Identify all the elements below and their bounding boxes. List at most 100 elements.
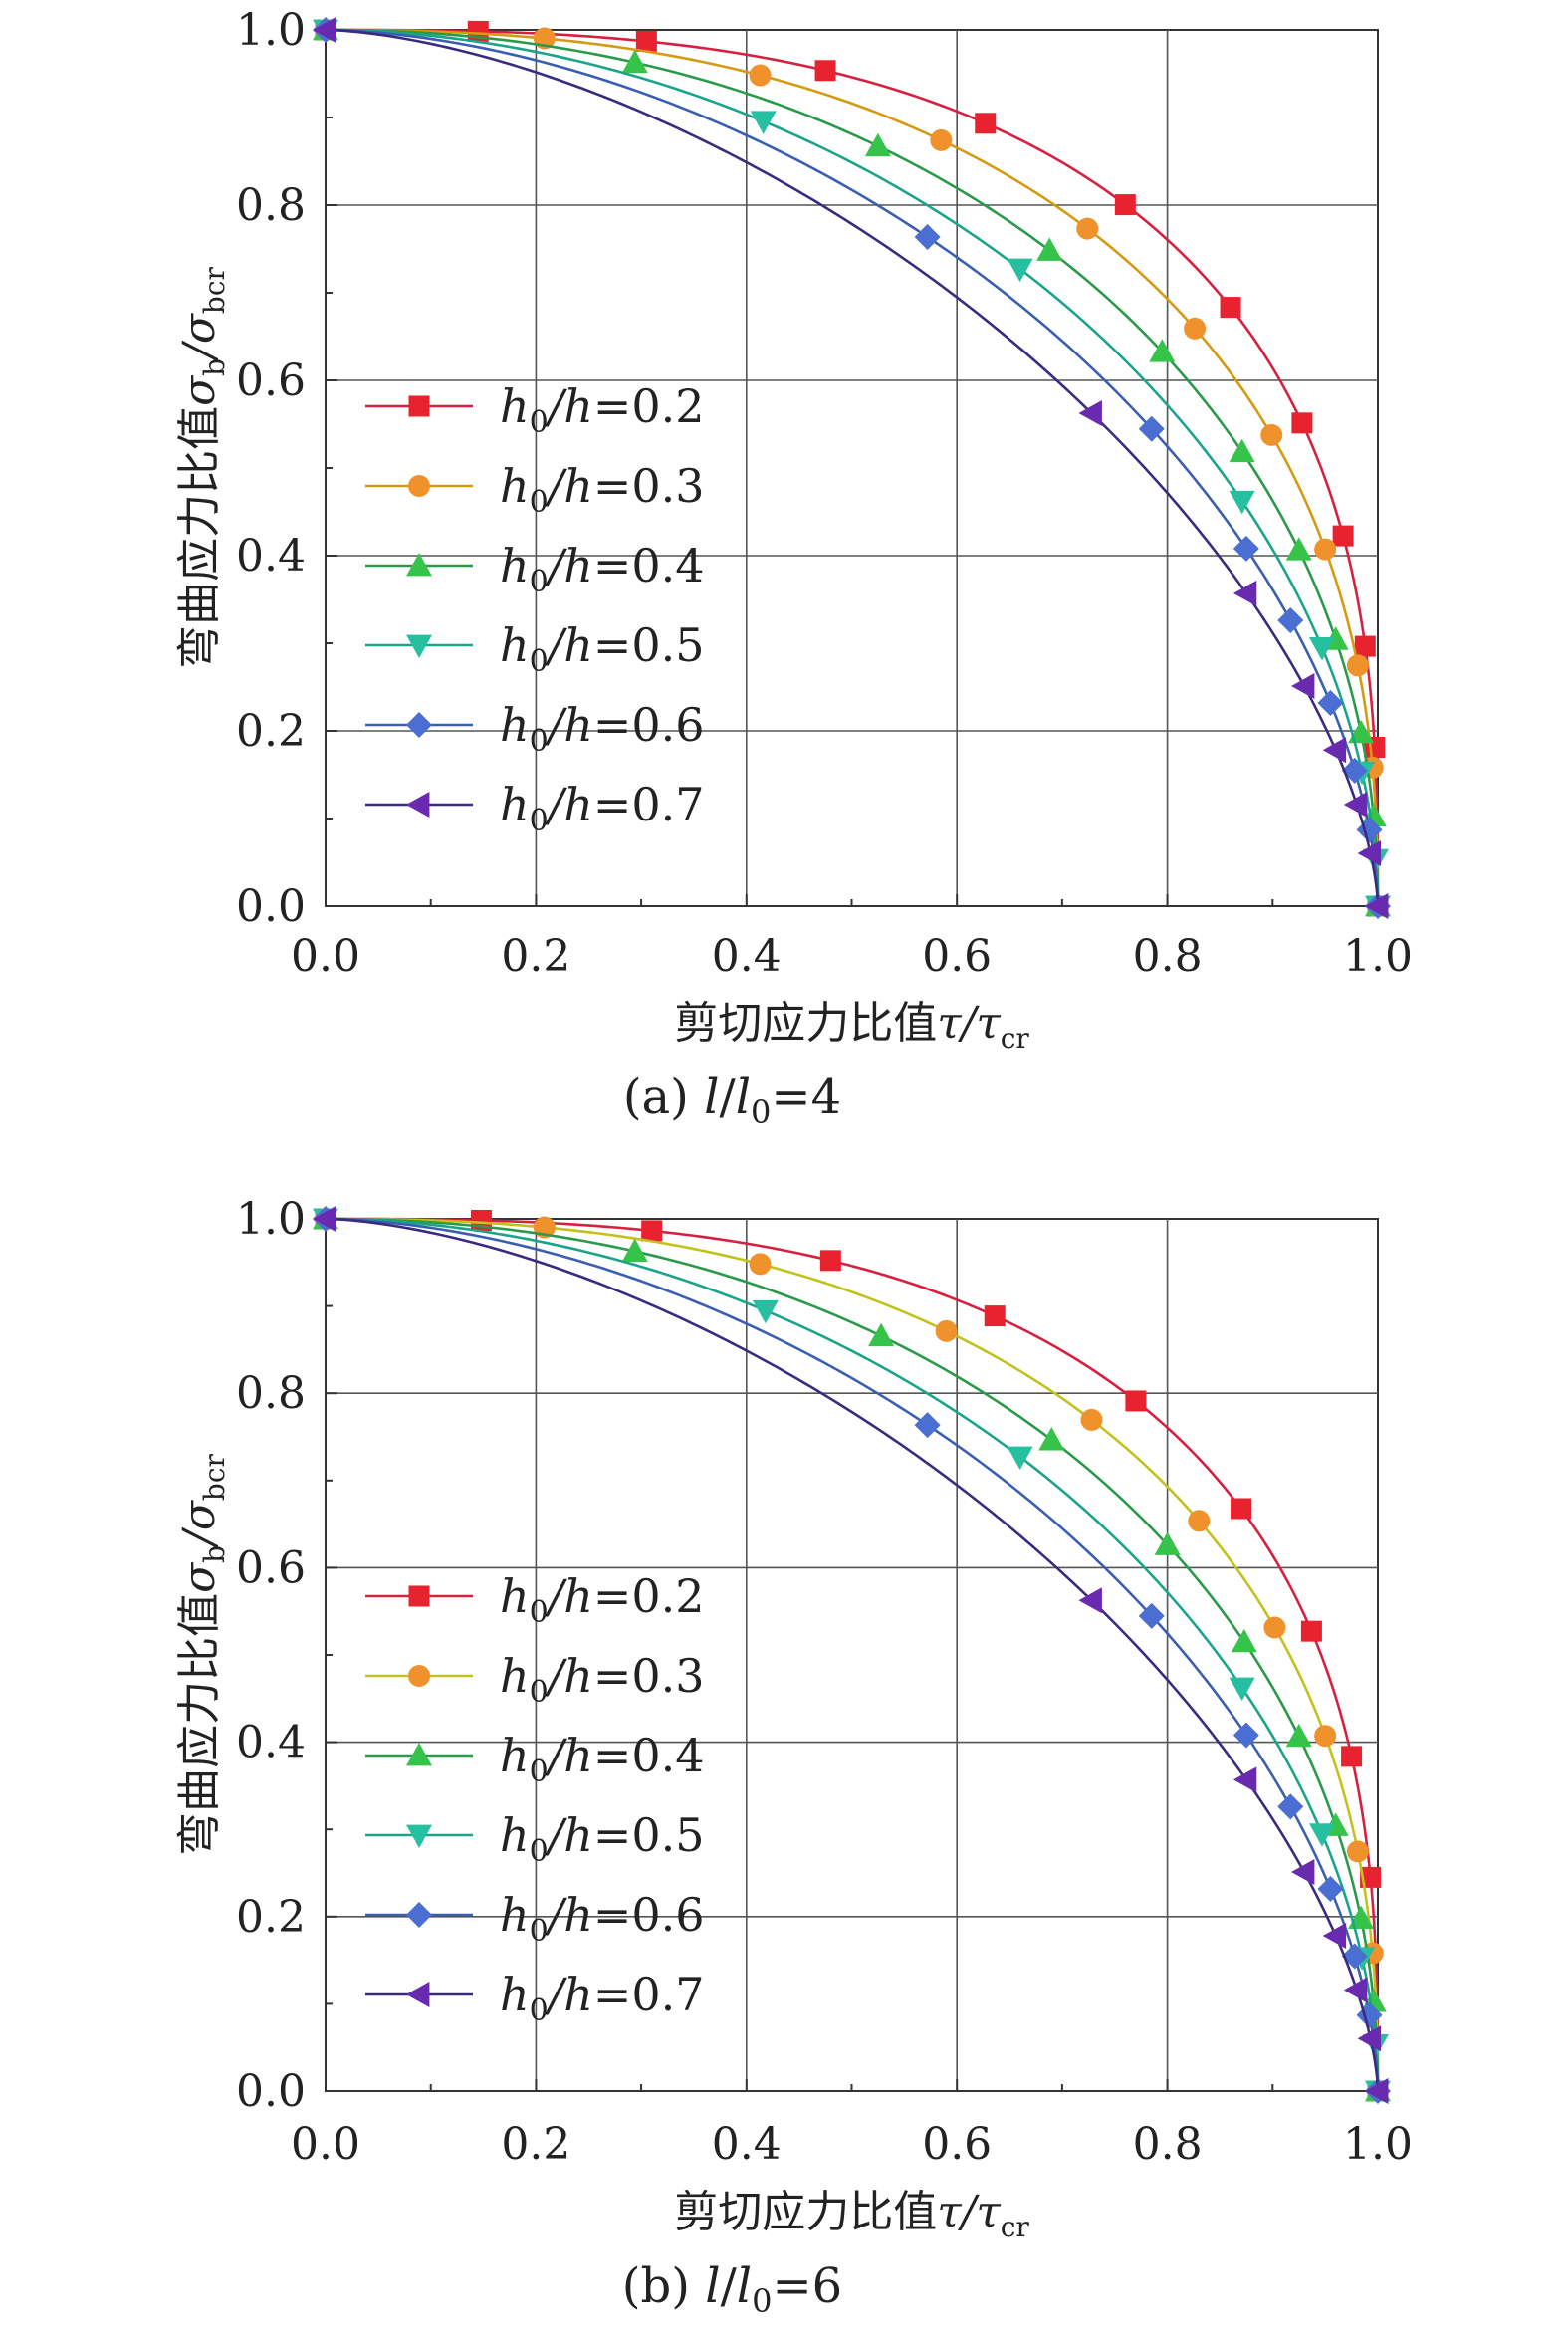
data-point	[868, 1322, 895, 1347]
data-point	[1232, 1722, 1259, 1749]
legend-h: h	[500, 1968, 530, 2021]
legend-slash-h: /h	[545, 698, 593, 752]
y-axis-title-group: 弯曲应力比值σb/σbcr	[174, 266, 231, 668]
data-point	[864, 132, 891, 157]
legend-label: h0/h=0.3	[500, 1649, 705, 1710]
x-tick-label: 0.2	[501, 931, 570, 982]
data-point	[1231, 1498, 1252, 1520]
data-point	[819, 1250, 841, 1272]
data-point	[1114, 194, 1136, 216]
y-axis-title: 弯曲应力比值σb/σbcr	[174, 1453, 231, 1855]
legend-label: h0/h=0.6	[500, 1888, 705, 1949]
series-line	[326, 28, 1380, 907]
caption-prefix: (b)	[622, 2258, 705, 2314]
data-point	[749, 1253, 772, 1276]
data-point	[814, 60, 836, 82]
data-point	[1232, 535, 1259, 562]
legend-value: =0.5	[593, 618, 705, 672]
caption-l: l	[704, 1069, 719, 1125]
series-line	[325, 1217, 1380, 2092]
data-point	[1343, 1977, 1368, 2003]
caption-prefix: (a)	[623, 1069, 704, 1125]
data-point	[935, 1319, 958, 1342]
legend-swatch-marker	[408, 1665, 430, 1687]
data-point	[975, 113, 997, 134]
panel-caption: (a) l/l0=4	[623, 1069, 841, 1131]
data-point	[1291, 672, 1315, 699]
data-point	[1220, 297, 1241, 319]
x-tick-label: 0.8	[1133, 931, 1203, 982]
data-point	[1308, 637, 1335, 661]
legend-sub: 0	[530, 724, 549, 759]
legend-slash-h: /h	[545, 1808, 593, 1862]
y-tick-label: 0.2	[236, 706, 306, 757]
data-point	[1076, 217, 1099, 240]
x-tick-label: 0.8	[1133, 2119, 1203, 2170]
data-point	[621, 49, 648, 74]
y-axis-title-subscript: b	[198, 358, 231, 376]
caption-l0-subscript: 0	[752, 2282, 772, 2320]
series-h0-h-0.3	[315, 1208, 1389, 2102]
data-point	[1188, 1510, 1211, 1532]
caption-slash: /	[720, 1069, 737, 1125]
legend-slash-h: /h	[545, 778, 593, 831]
data-point	[1322, 1923, 1347, 1950]
x-tick-label: 0.4	[712, 931, 782, 982]
legend-h: h	[500, 778, 530, 831]
legend-label: h0/h=0.6	[500, 698, 705, 759]
chart-panel-b: 0.0 0.2 0.4 0.6 0.8 1.00.00.20.40.60.81.0h0/h…	[174, 1194, 1413, 2320]
data-point	[1317, 690, 1344, 717]
legend-sub: 0	[530, 1595, 549, 1630]
legend-label: h0/h=0.3	[500, 459, 705, 520]
data-point	[1260, 423, 1283, 446]
series-line	[325, 28, 1380, 907]
data-point	[1365, 893, 1389, 919]
x-axis-title-subscript: cr	[1001, 1022, 1030, 1055]
data-point	[1277, 1793, 1304, 1820]
legend-swatch-marker	[406, 1743, 432, 1766]
data-point	[1346, 654, 1369, 677]
series-h0-h-0.2	[315, 1208, 1389, 2102]
legend-value: =0.2	[593, 379, 705, 433]
series-line	[325, 1217, 1380, 2092]
data-point	[313, 17, 336, 43]
x-tick-label: 0.6	[922, 931, 992, 982]
data-point	[1231, 1628, 1257, 1653]
y-tick-label: 0.2	[236, 1892, 306, 1943]
series-h0-h-0.7	[313, 1206, 1389, 2104]
y-axis-title-subscript: bcr	[198, 1453, 231, 1501]
data-point	[1332, 525, 1354, 547]
legend-swatch-marker	[406, 553, 432, 577]
y-axis-title-slash: /σ	[174, 1499, 225, 1549]
legend-label: h0/h=0.7	[500, 778, 705, 838]
y-axis-title-main: 弯曲应力比值	[174, 1593, 225, 1856]
legend-sub: 0	[530, 1834, 549, 1869]
y-tick-label: 0.4	[236, 531, 306, 582]
legend-h: h	[500, 1808, 530, 1862]
data-point	[1080, 1408, 1103, 1431]
series-line	[325, 28, 1380, 907]
legend-h: h	[500, 379, 530, 433]
legend-value: =0.3	[593, 1649, 705, 1703]
series-h0-h-0.4	[313, 1206, 1391, 2102]
x-tick-label: 0.0	[291, 2119, 360, 2170]
y-axis-title-symbol: σ	[174, 374, 225, 406]
legend-sub: 0	[530, 1914, 549, 1949]
data-point	[1232, 1766, 1257, 1793]
series-line	[326, 1217, 1380, 2092]
legend-h: h	[500, 1729, 530, 1782]
legend-swatch-marker	[406, 634, 432, 658]
y-tick-label: 0.0	[236, 881, 306, 932]
data-point	[1314, 538, 1337, 561]
data-point	[1078, 1587, 1102, 1614]
data-point	[914, 1412, 941, 1439]
legend-label: h0/h=0.2	[500, 379, 705, 440]
data-point	[635, 30, 657, 52]
series-line	[325, 1217, 1380, 2092]
data-point	[1300, 1620, 1322, 1642]
legend-h: h	[500, 618, 530, 672]
data-point	[1285, 1723, 1312, 1748]
legend-swatch-marker	[406, 1982, 430, 2007]
series-line	[325, 1217, 1380, 2092]
legend-value: =0.6	[593, 698, 705, 752]
